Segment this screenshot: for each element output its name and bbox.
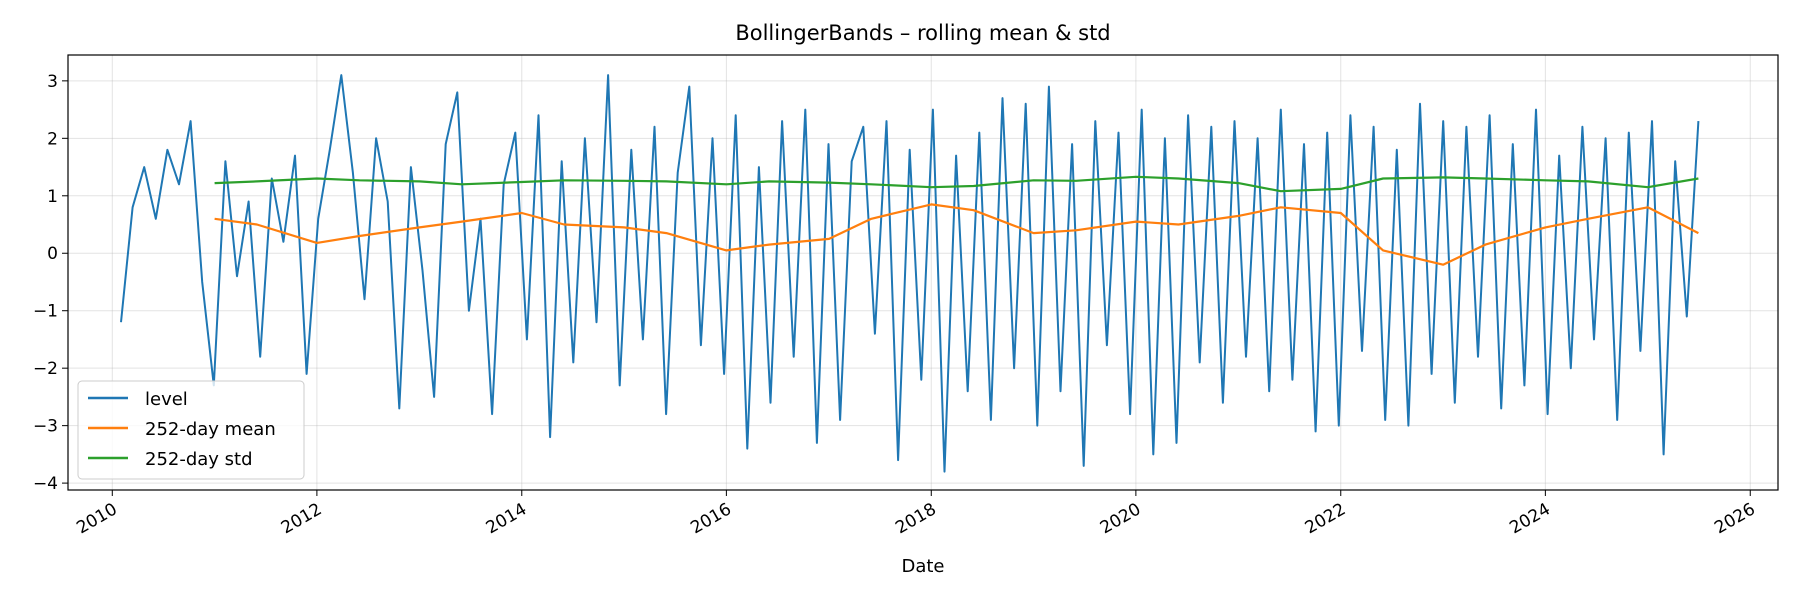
series-line-1: [214, 203, 1699, 266]
y-tick-label: −2: [33, 359, 58, 379]
x-axis: 2010 2012 2014 2016 2018 2020 2022 2024 2026: [73, 490, 1759, 538]
series-line-2: [214, 175, 1699, 193]
x-tick-label: 2026: [1711, 499, 1758, 538]
y-tick-label: 0: [47, 244, 58, 264]
x-tick-label: 2024: [1506, 499, 1553, 538]
legend-label-std: 252-day std: [145, 449, 253, 470]
y-tick-label: −1: [33, 302, 58, 322]
y-tick-label: −4: [33, 474, 58, 494]
x-tick-label: 2016: [687, 499, 734, 538]
legend: level 252-day mean 252-day std: [77, 380, 305, 480]
legend-label-level: level: [145, 389, 188, 410]
x-axis-title: Date: [901, 556, 944, 577]
y-tick-label: −3: [33, 417, 58, 437]
y-tick-label: 1: [47, 187, 58, 207]
grid: [68, 55, 1778, 490]
y-tick-label: 2: [47, 129, 58, 149]
x-tick-label: 2010: [73, 499, 120, 538]
x-tick-label: 2014: [483, 499, 530, 538]
legend-label-mean: 252-day mean: [145, 419, 276, 440]
x-tick-label: 2020: [1097, 499, 1144, 538]
plot-area: [120, 74, 1700, 473]
y-tick-label: 3: [47, 72, 58, 92]
plot-frame: [67, 54, 1779, 491]
x-tick-label: 2022: [1302, 499, 1349, 538]
x-tick-label: 2018: [892, 499, 939, 538]
legend-box: [77, 380, 305, 480]
series-line-0: [120, 74, 1700, 473]
y-axis: −4 −3 −2 −1 0 1 2 3: [33, 72, 68, 494]
x-tick-label: 2012: [278, 499, 325, 538]
chart-title: BollingerBands – rolling mean & std: [735, 21, 1110, 45]
